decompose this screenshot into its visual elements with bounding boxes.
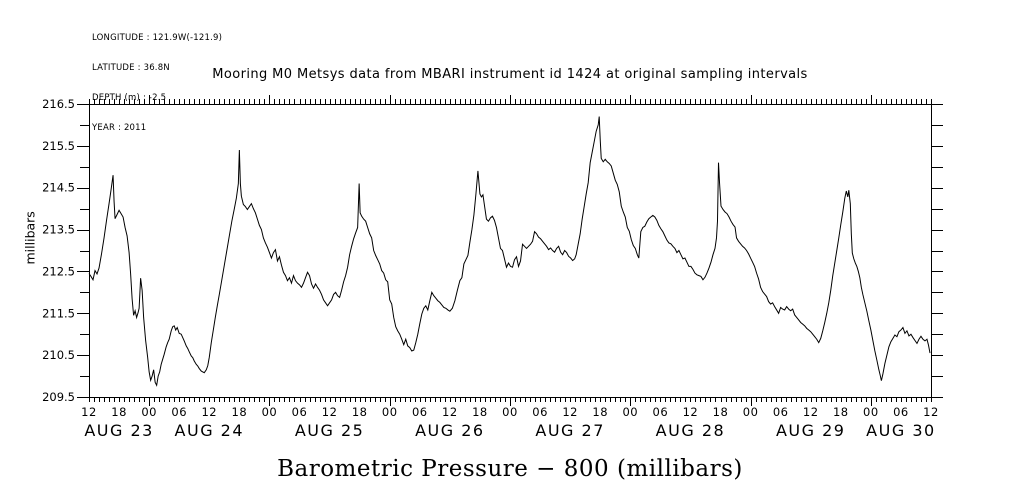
x-hour-label: 00 xyxy=(382,405,398,419)
x-hour-label: 18 xyxy=(592,405,608,419)
x-hour-label: 06 xyxy=(171,405,187,419)
y-tick-label: 214.5 xyxy=(42,181,75,195)
barometric-pressure-line xyxy=(88,116,931,387)
y-axis-ticks xyxy=(77,104,943,398)
y-axis-tick-labels: 216.5 215.5 214.5 213.5 212.5 211.5 210.5 209.5 xyxy=(42,97,75,404)
x-hour-label: 00 xyxy=(622,405,638,419)
y-tick-label: 215.5 xyxy=(42,139,75,153)
y-tick-label: 212.5 xyxy=(42,264,75,278)
x-hour-label: 06 xyxy=(893,405,909,419)
x-hour-label: 18 xyxy=(833,405,849,419)
y-tick-label: 209.5 xyxy=(42,390,75,404)
x-hour-label: 06 xyxy=(412,405,428,419)
x-hour-label: 18 xyxy=(352,405,368,419)
metadata-longitude: LONGITUDE : 121.9W(-121.9) xyxy=(92,33,223,43)
x-date-label: AUG 27 xyxy=(535,421,605,440)
metadata-year: YEAR : 2011 xyxy=(92,123,147,133)
x-hour-label: 06 xyxy=(773,405,789,419)
x-hour-label: 18 xyxy=(111,405,127,419)
x-hour-label: 12 xyxy=(442,405,458,419)
x-axis-ticks xyxy=(89,95,932,406)
x-date-label: AUG 28 xyxy=(656,421,726,440)
x-hour-label: 06 xyxy=(653,405,669,419)
y-tick-label: 210.5 xyxy=(42,348,75,362)
metadata-latitude: LATITUDE : 36.8N xyxy=(92,63,170,73)
x-hour-label: 18 xyxy=(713,405,729,419)
y-tick-label: 216.5 xyxy=(42,97,75,111)
x-hour-label: 12 xyxy=(683,405,699,419)
x-date-label: AUG 25 xyxy=(295,421,365,440)
x-date-label: AUG 26 xyxy=(415,421,485,440)
x-date-label: AUG 23 xyxy=(84,421,154,440)
x-date-label: AUG 24 xyxy=(175,421,245,440)
x-hour-label: 00 xyxy=(262,405,278,419)
x-hour-label: 12 xyxy=(562,405,578,419)
x-hour-label: 06 xyxy=(532,405,548,419)
x-hour-label: 12 xyxy=(923,405,939,419)
y-tick-label: 211.5 xyxy=(42,306,75,320)
x-date-label: AUG 30 xyxy=(866,421,936,440)
x-hour-label: 00 xyxy=(141,405,157,419)
x-axis-date-labels: AUG 23 AUG 24 AUG 25 AUG 26 AUG 27 AUG 28 AUG … xyxy=(84,421,936,440)
plot-frame xyxy=(89,104,932,398)
x-hour-label: 18 xyxy=(232,405,248,419)
y-tick-label: 213.5 xyxy=(42,223,75,237)
x-hour-label: 12 xyxy=(201,405,217,419)
x-hour-label: 12 xyxy=(322,405,338,419)
x-hour-label: 00 xyxy=(863,405,879,419)
x-hour-label: 00 xyxy=(743,405,759,419)
x-hour-label: 06 xyxy=(292,405,308,419)
x-hour-label: 00 xyxy=(502,405,518,419)
x-hour-label: 12 xyxy=(803,405,819,419)
x-hour-label: 12 xyxy=(81,405,97,419)
metadata-depth: DEPTH (m) : -2.5 xyxy=(92,93,167,103)
metadata-block: LONGITUDE : 121.9W(-121.9) LATITUDE : 36… xyxy=(92,13,222,153)
x-date-label: AUG 29 xyxy=(776,421,846,440)
x-axis-bottom-title: Barometric Pressure − 800 (millibars) xyxy=(277,456,743,482)
chart-title: Mooring M0 Metsys data from MBARI instru… xyxy=(212,67,808,82)
x-hour-label: 18 xyxy=(472,405,488,419)
x-axis-hour-labels: 12 18 00 06 12 18 00 06 12 18 00 06 12 18 00 06 12 18 00 06… xyxy=(81,405,939,419)
